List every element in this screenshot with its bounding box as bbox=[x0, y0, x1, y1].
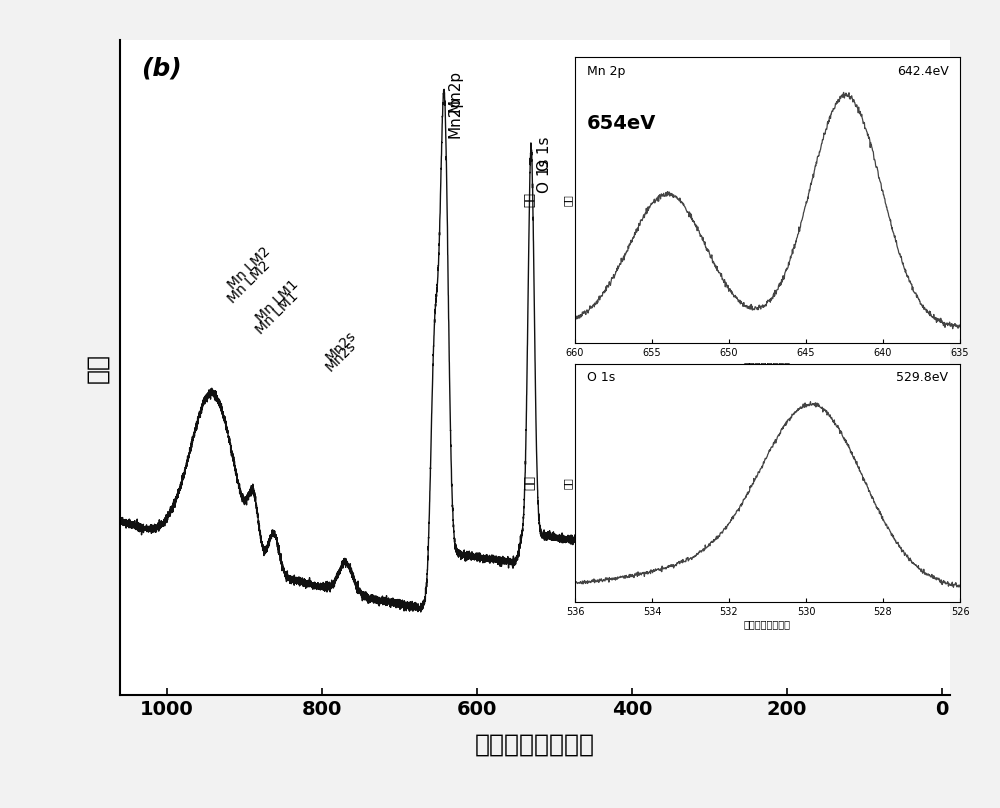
X-axis label: 结合能（电子伏）: 结合能（电子伏） bbox=[744, 361, 791, 371]
X-axis label: 结合能（电子伏）: 结合能（电子伏） bbox=[744, 620, 791, 629]
Y-axis label: 强度: 强度 bbox=[562, 194, 572, 206]
Text: C 1s: C 1s bbox=[710, 413, 723, 440]
Text: 642.4eV: 642.4eV bbox=[897, 65, 948, 78]
Text: Mn2s: Mn2s bbox=[322, 338, 358, 374]
Text: Mn LM1: Mn LM1 bbox=[253, 277, 301, 325]
Text: Mn LM1: Mn LM1 bbox=[253, 289, 301, 337]
Text: (b): (b) bbox=[141, 57, 181, 81]
Text: Mn 2p: Mn 2p bbox=[587, 65, 625, 78]
Text: O 1s: O 1s bbox=[537, 159, 552, 193]
X-axis label: 结合能（电子伏）: 结合能（电子伏） bbox=[475, 733, 595, 756]
Text: C 1s: C 1s bbox=[710, 417, 723, 444]
Text: Cl 2p: Cl 2p bbox=[771, 457, 785, 493]
Text: O 1s: O 1s bbox=[537, 137, 552, 171]
Text: Mn LM2: Mn LM2 bbox=[226, 245, 273, 292]
Text: O 1s: O 1s bbox=[587, 371, 615, 384]
Text: 654eV: 654eV bbox=[587, 114, 656, 133]
Text: K 2p3: K 2p3 bbox=[697, 408, 710, 444]
Text: Mn2s: Mn2s bbox=[322, 329, 358, 364]
Text: K 2p3: K 2p3 bbox=[697, 404, 710, 440]
Text: 强度: 强度 bbox=[523, 192, 536, 208]
Y-axis label: 强度: 强度 bbox=[85, 352, 109, 383]
Text: Mn2p: Mn2p bbox=[448, 70, 463, 112]
Text: Mn LM2: Mn LM2 bbox=[226, 259, 273, 306]
Y-axis label: 强度: 强度 bbox=[562, 477, 572, 489]
Text: Mn2p: Mn2p bbox=[448, 96, 463, 138]
Text: 529.8eV: 529.8eV bbox=[896, 371, 948, 384]
Text: 强度: 强度 bbox=[523, 475, 536, 490]
Text: Cl 2p: Cl 2p bbox=[771, 457, 785, 492]
